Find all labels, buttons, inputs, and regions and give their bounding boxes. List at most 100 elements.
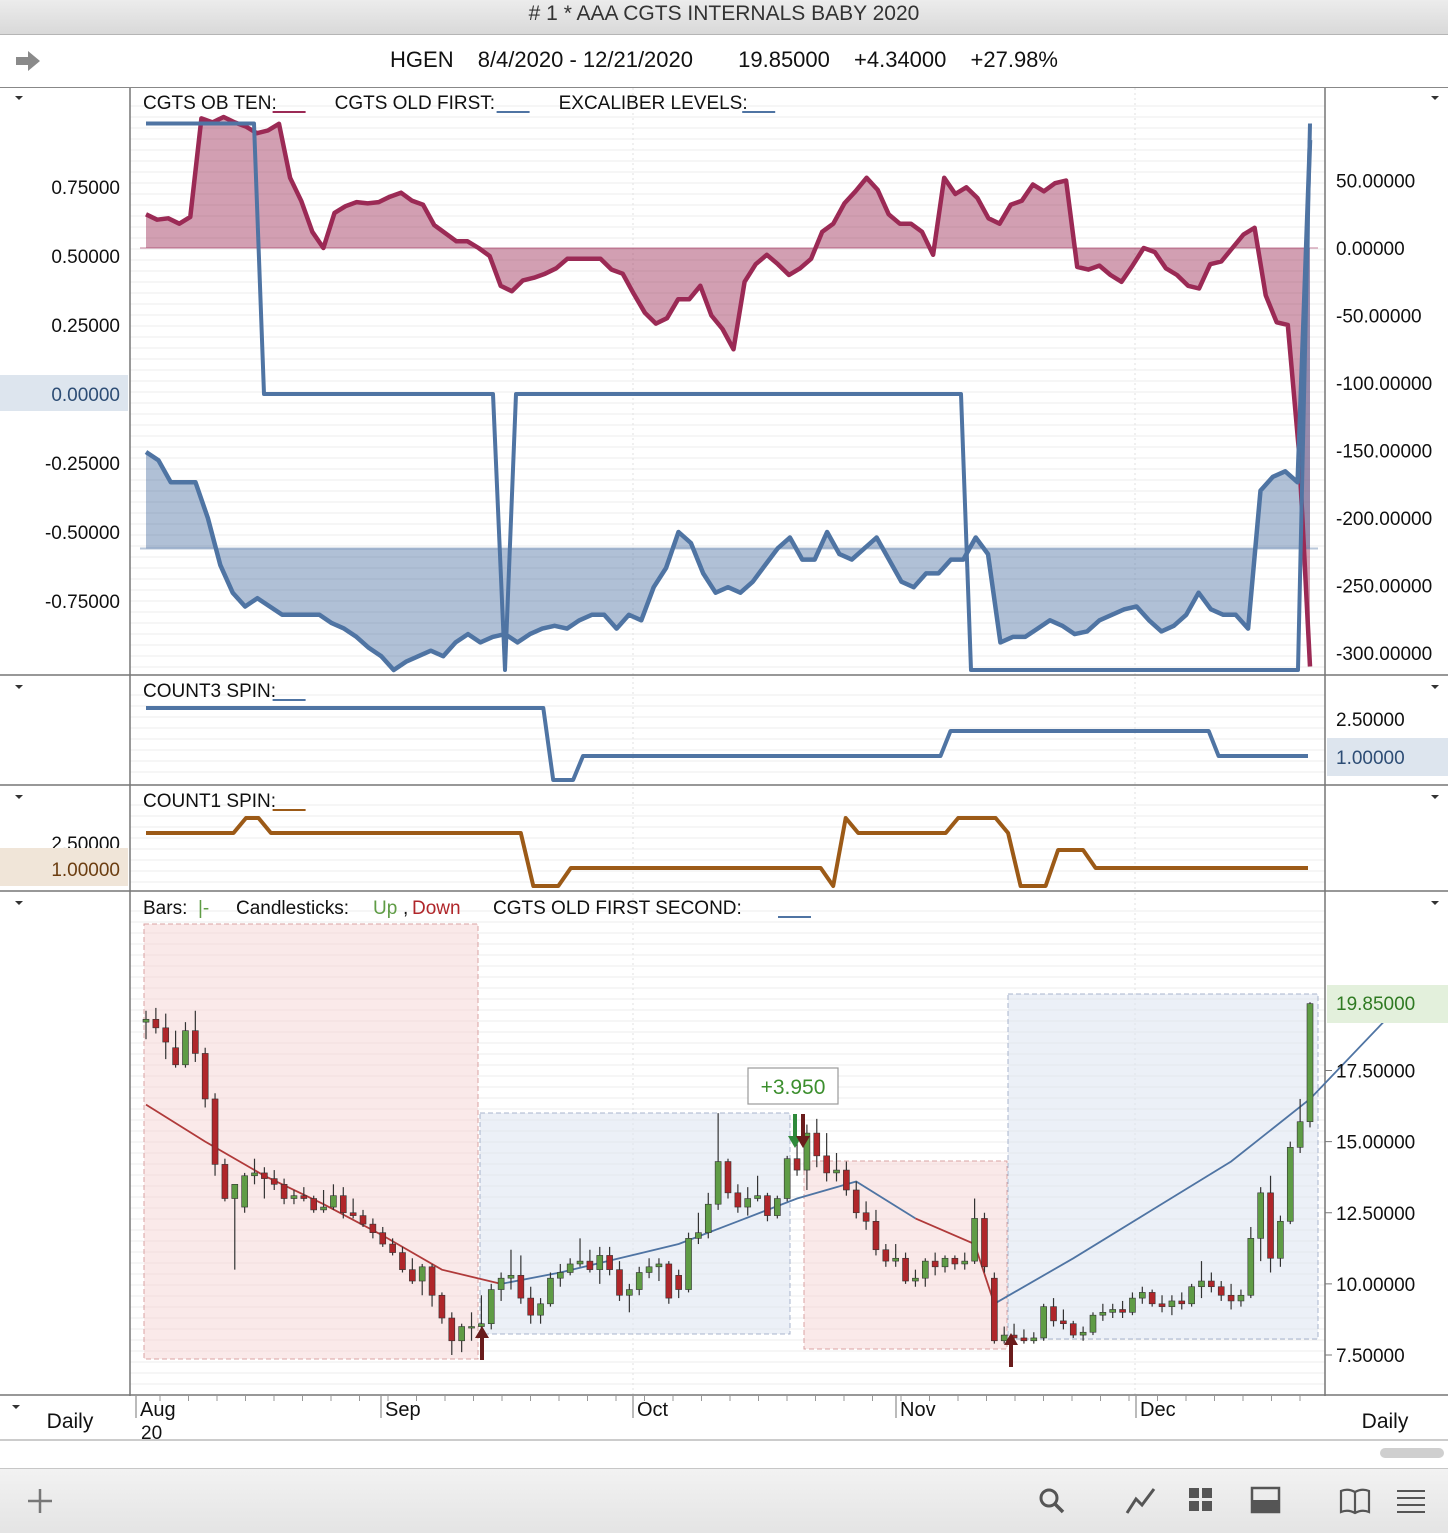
candle [280, 1178, 288, 1205]
count3-highlight-value: 1.00000 [1336, 748, 1405, 769]
candle-body [1306, 1003, 1314, 1123]
candle [1020, 1329, 1028, 1344]
osc-legend-label: CGTS OB TEN: [143, 93, 277, 114]
candle [428, 1263, 436, 1307]
candle [764, 1192, 771, 1222]
candle-body [290, 1195, 298, 1199]
month-label: Oct [637, 1399, 669, 1421]
candle-body [971, 1218, 978, 1262]
candle-body [379, 1232, 387, 1245]
candle [211, 1093, 219, 1176]
candle-body [300, 1195, 308, 1199]
candle [813, 1118, 821, 1168]
candle [1119, 1300, 1126, 1319]
osc-right-tick: -300.00000 [1336, 644, 1432, 665]
count3-legend-label: COUNT3 SPIN: [143, 681, 276, 702]
search-icon[interactable] [1036, 1485, 1068, 1517]
candle [1060, 1309, 1067, 1330]
candle-body [1178, 1300, 1186, 1305]
candle-body [557, 1272, 564, 1279]
price-right-tick: 17.50000 [1336, 1062, 1415, 1083]
draw-line-icon[interactable] [1124, 1485, 1158, 1517]
candle-body [517, 1275, 525, 1299]
candle [1040, 1303, 1047, 1341]
excaliber-levels-line [146, 121, 1312, 672]
candle-body [892, 1257, 899, 1262]
candle-body [547, 1277, 554, 1305]
candle [1139, 1286, 1146, 1304]
candle [1198, 1261, 1205, 1299]
candle [448, 1312, 456, 1355]
symbol-info: HGEN 8/4/2020 - 12/21/2020 19.85000 +4.3… [0, 47, 1448, 73]
osc-right-tick: -250.00000 [1336, 577, 1432, 598]
osc-legend-label: CGTS OLD FIRST: [335, 93, 495, 114]
menu-icon[interactable] [1394, 1485, 1428, 1515]
ob-ten-fill [146, 117, 1310, 667]
candle-body [902, 1257, 909, 1282]
candle [517, 1255, 525, 1304]
chart-area[interactable]: 0.75000 0.50000 0.25000 0.00000 -0.25000 -0.5… [0, 88, 1448, 1468]
sell-arrow-icon [796, 1114, 810, 1148]
month-label: Aug [140, 1399, 176, 1421]
candle-body [1198, 1280, 1205, 1288]
ob-ten-line [145, 114, 1313, 667]
candle-body [1109, 1309, 1117, 1313]
book-icon[interactable] [1338, 1485, 1372, 1515]
candle-body [487, 1289, 495, 1325]
candle [774, 1195, 781, 1219]
candle [270, 1170, 278, 1190]
candle-body [1257, 1192, 1264, 1239]
candle [349, 1198, 357, 1219]
price-right-tick: 10.00000 [1336, 1275, 1415, 1296]
collapse-right-icon [1431, 685, 1439, 689]
candle-body [527, 1297, 535, 1316]
candle-body [1079, 1331, 1087, 1336]
candle [852, 1181, 860, 1219]
osc-right-tick: -100.00000 [1336, 374, 1432, 395]
grid-icon[interactable] [1186, 1485, 1216, 1515]
candle-body [606, 1255, 613, 1270]
candle-body [774, 1198, 781, 1216]
candle [912, 1269, 919, 1287]
candle [892, 1244, 899, 1267]
candle-body [458, 1326, 465, 1342]
candle-body [1227, 1294, 1235, 1302]
candle-body [142, 1018, 150, 1023]
candle-body [833, 1169, 840, 1174]
candle [951, 1255, 959, 1270]
candle [1286, 1141, 1294, 1225]
candle [714, 1113, 722, 1210]
osc-left-tick: -0.50000 [45, 523, 120, 544]
candle [1148, 1289, 1156, 1307]
candle-body [655, 1263, 663, 1268]
forward-arrow-icon[interactable] [14, 49, 42, 73]
period-left: Daily [47, 1410, 94, 1433]
candle [823, 1133, 830, 1182]
horizontal-scrollbar [1380, 1448, 1444, 1458]
candle-body [320, 1206, 327, 1211]
candle-body [389, 1243, 396, 1253]
osc-legend-label: EXCALIBER LEVELS: [559, 93, 748, 114]
bottom-toolbar [0, 1468, 1448, 1533]
candle [685, 1232, 692, 1293]
month-label: Nov [900, 1399, 936, 1421]
candle [1277, 1215, 1284, 1267]
price-legend-candlesticks: Candlesticks: [236, 898, 349, 919]
candle-body [931, 1260, 939, 1268]
last-price: 19.85000 [738, 47, 830, 72]
plus-icon[interactable] [24, 1485, 56, 1517]
candle [152, 1007, 160, 1034]
candle-body [645, 1266, 653, 1273]
osc-left-tick: -0.75000 [45, 592, 120, 613]
candle-body [1129, 1297, 1136, 1313]
candle [655, 1258, 663, 1282]
price-right-tick: 15.00000 [1336, 1133, 1415, 1154]
candle-body [339, 1195, 347, 1214]
panel-icon[interactable] [1250, 1485, 1282, 1515]
candle [744, 1187, 752, 1216]
candle [389, 1238, 396, 1256]
candle [1208, 1272, 1215, 1293]
window-title: # 1 * AAA CGTS INTERNALS BABY 2020 [528, 2, 920, 25]
candle [843, 1161, 850, 1196]
candle-body [399, 1252, 406, 1270]
